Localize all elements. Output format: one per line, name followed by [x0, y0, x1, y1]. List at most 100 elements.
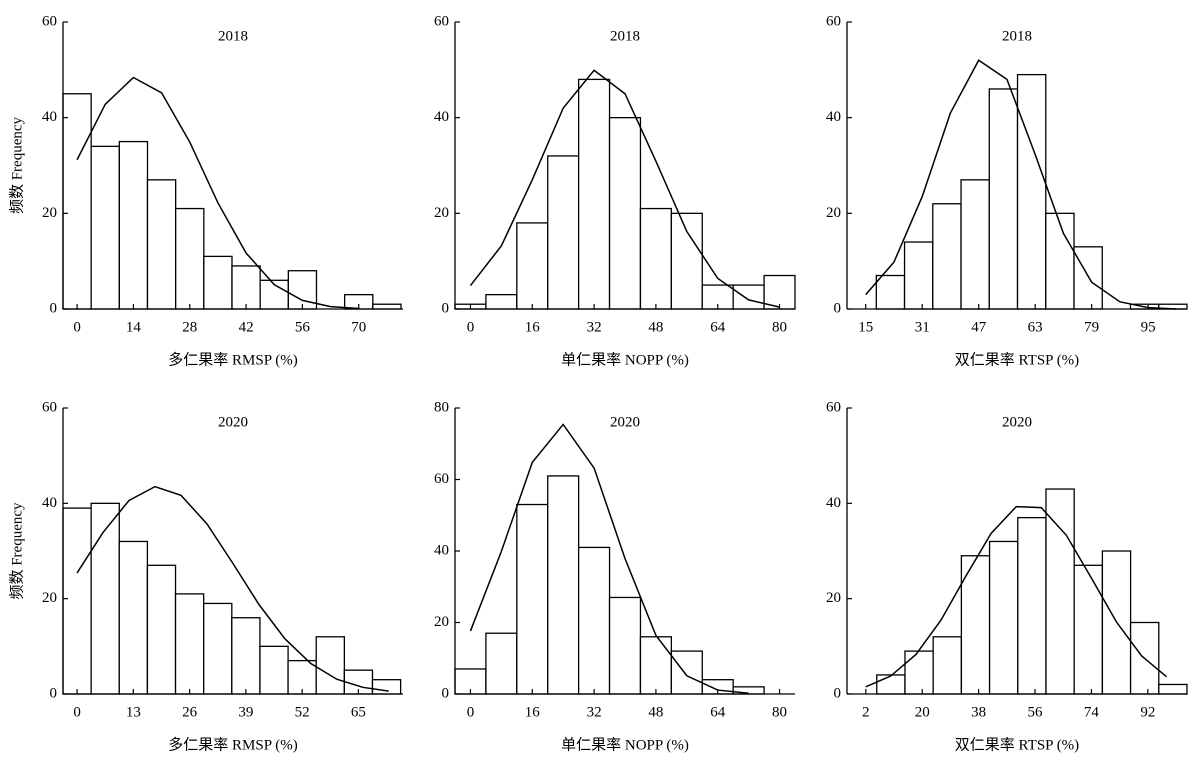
x-tick-label: 0: [73, 319, 81, 335]
x-tick-label: 95: [1141, 319, 1156, 335]
x-tick-label: 32: [587, 704, 602, 720]
x-tick-label: 0: [467, 319, 475, 335]
histogram-bar: [608, 596, 642, 695]
y-tick-label: 0: [834, 300, 842, 316]
histogram-bar: [231, 617, 261, 695]
x-axis-label: 单仁果率 NOPP (%): [561, 736, 689, 753]
x-tick-label: 56: [295, 319, 311, 335]
histogram-bar: [371, 679, 402, 695]
histogram-bar: [876, 674, 906, 695]
x-axis-label: 多仁果率 RMSP (%): [168, 351, 297, 368]
x-tick-label: 70: [351, 319, 366, 335]
histogram-bar: [577, 78, 611, 310]
histogram-bar: [231, 265, 261, 310]
histogram-bar: [670, 212, 703, 310]
panel-title: 2018: [610, 28, 640, 44]
histogram-bar: [175, 207, 205, 310]
histogram-bar: [485, 632, 518, 695]
histogram-bar: [146, 179, 177, 310]
panel-title: 2020: [218, 414, 248, 430]
x-tick-label: 20: [915, 704, 930, 720]
y-tick-label: 20: [42, 590, 57, 606]
x-tick-label: 16: [525, 319, 541, 335]
y-tick-label: 80: [434, 399, 449, 415]
histogram-bar: [577, 546, 611, 695]
panel-title: 2018: [218, 28, 248, 44]
y-tick-label: 0: [50, 685, 58, 701]
histogram-bar: [1016, 73, 1047, 310]
histogram-bar: [670, 650, 703, 695]
y-axis-label: 频数 Frequency: [8, 116, 25, 214]
y-tick-label: 0: [50, 300, 58, 316]
histogram-bar: [1073, 246, 1103, 310]
fit-curve: [865, 505, 1168, 688]
histogram-bar: [118, 540, 149, 695]
histogram-bar: [875, 274, 906, 310]
histogram-bar: [960, 179, 990, 310]
x-tick-label: 74: [1084, 704, 1100, 720]
x-tick-label: 31: [915, 319, 930, 335]
y-tick-label: 60: [826, 399, 841, 415]
histogram-bar: [315, 636, 345, 695]
histogram-bar: [988, 540, 1019, 695]
histogram-bar: [903, 241, 934, 310]
x-tick-label: 0: [467, 704, 475, 720]
x-tick-label: 14: [126, 319, 142, 335]
y-tick-label: 60: [434, 471, 449, 487]
histogram-bar: [287, 659, 317, 695]
panel-title: 2020: [610, 414, 640, 430]
x-tick-label: 56: [1028, 704, 1044, 720]
x-axis-label: 双仁果率 RTSP (%): [955, 736, 1079, 753]
x-tick-label: 80: [772, 319, 787, 335]
histogram-bar: [146, 564, 177, 695]
histogram-bar: [372, 303, 402, 310]
histogram-bar: [62, 93, 92, 310]
histogram-bar: [932, 636, 963, 695]
x-tick-label: 65: [351, 704, 366, 720]
histogram-bar: [485, 293, 518, 310]
y-tick-label: 40: [42, 109, 57, 125]
histogram-bar: [203, 602, 233, 695]
x-tick-label: 38: [971, 704, 986, 720]
y-axis-label: 频数 Frequency: [8, 502, 25, 600]
y-tick-label: 60: [42, 399, 57, 415]
histogram-bar: [118, 140, 149, 310]
histogram-bar: [1045, 212, 1075, 310]
y-tick-label: 40: [826, 495, 841, 511]
histogram-bar: [1073, 564, 1104, 695]
fit-curve: [76, 485, 389, 692]
histogram-bar: [90, 145, 120, 310]
histogram-bar: [516, 503, 549, 695]
x-tick-label: 15: [858, 319, 873, 335]
y-tick-label: 20: [434, 205, 449, 221]
y-tick-label: 40: [434, 542, 449, 558]
x-tick-label: 64: [710, 704, 726, 720]
x-tick-label: 92: [1140, 704, 1155, 720]
x-tick-label: 79: [1084, 319, 1099, 335]
x-tick-label: 28: [182, 319, 197, 335]
histogram-bar: [259, 645, 289, 695]
y-tick-label: 20: [826, 205, 841, 221]
histogram-bar: [62, 507, 92, 695]
x-tick-label: 39: [238, 704, 253, 720]
x-tick-label: 32: [587, 319, 602, 335]
y-tick-label: 40: [434, 109, 449, 125]
fit-curve: [865, 59, 1177, 310]
histogram-bar: [988, 88, 1019, 310]
y-tick-label: 0: [834, 685, 842, 701]
y-tick-label: 40: [42, 495, 57, 511]
histogram-bar: [1045, 488, 1075, 695]
histogram-bar: [1101, 550, 1132, 695]
y-tick-label: 60: [42, 13, 57, 29]
histogram-bar: [1017, 516, 1047, 695]
y-tick-label: 0: [442, 685, 450, 701]
panel-title: 2020: [1002, 414, 1032, 430]
y-tick-label: 40: [826, 109, 841, 125]
panel-title: 2018: [1002, 28, 1032, 44]
x-tick-label: 2: [862, 704, 870, 720]
y-tick-label: 60: [826, 13, 841, 29]
histogram-bar: [732, 284, 765, 310]
histogram-bar: [608, 117, 642, 310]
x-tick-label: 26: [182, 704, 198, 720]
x-tick-label: 0: [73, 704, 81, 720]
